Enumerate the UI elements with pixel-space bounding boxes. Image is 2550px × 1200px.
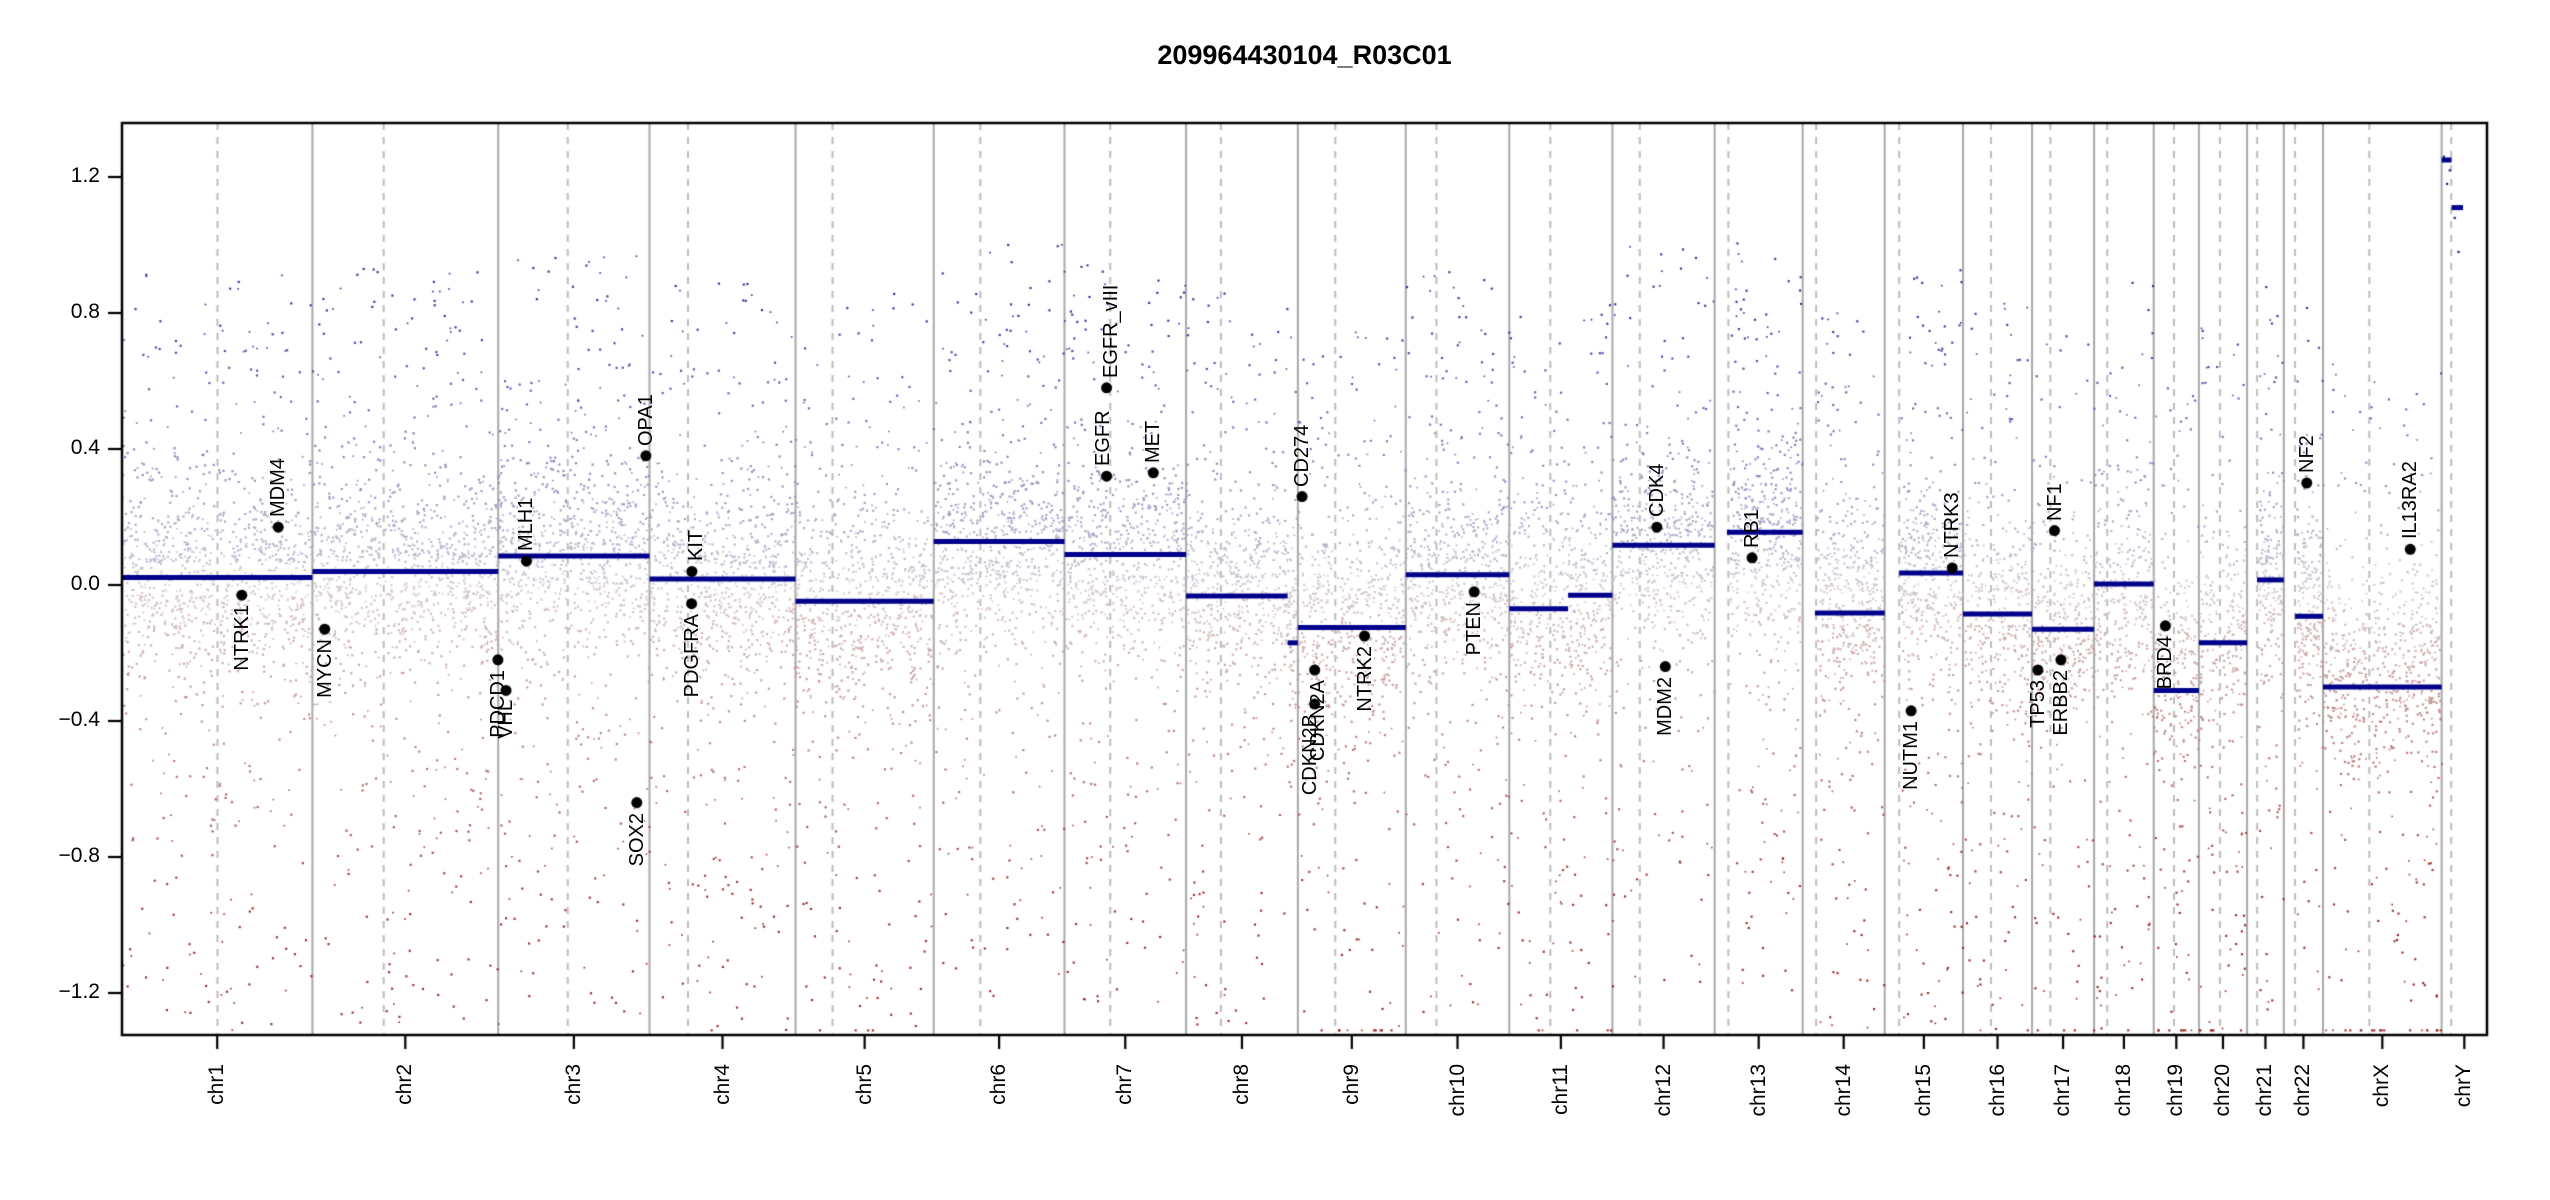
gene-label-PTEN: PTEN [1463, 601, 1486, 656]
x-axis-label-chr4: chr4 [710, 1064, 734, 1105]
x-axis-label-chr16: chr16 [1985, 1064, 2009, 1117]
x-axis-label-chr20: chr20 [2210, 1064, 2234, 1117]
gene-label-MDM4: MDM4 [267, 458, 290, 518]
y-tick-label-0.8: 0.8 [70, 300, 100, 323]
y-tick-label-0.4: 0.4 [70, 436, 100, 459]
gene-label-NTRK3: NTRK3 [1941, 492, 1964, 558]
x-axis-label-chr6: chr6 [987, 1064, 1011, 1105]
gene-label-CD274: CD274 [1291, 424, 1314, 487]
x-axis-label-chr18: chr18 [2111, 1064, 2135, 1117]
gene-label-NTRK1: NTRK1 [230, 605, 253, 671]
x-axis-label-chr15: chr15 [1911, 1064, 1935, 1117]
x-axis-label-chr19: chr19 [2164, 1064, 2188, 1117]
x-axis-label-chr22: chr22 [2291, 1064, 2315, 1117]
gene-label-EGFR: EGFR [1091, 410, 1114, 467]
x-axis-label-chr5: chr5 [852, 1064, 876, 1105]
x-axis-label-chr21: chr21 [2253, 1064, 2277, 1117]
y-tick-label-1.2: 1.2 [70, 164, 100, 187]
x-axis-label-chr1: chr1 [205, 1064, 229, 1105]
gene-label-SOX2: SOX2 [625, 812, 648, 866]
x-axis-label-chr9: chr9 [1339, 1064, 1363, 1105]
gene-label-NUTM1: NUTM1 [1900, 720, 1923, 790]
y-tick-label-−1.2: −1.2 [58, 980, 100, 1003]
x-axis-label-chr12: chr12 [1651, 1064, 1675, 1117]
y-tick-label-0.0: 0.0 [70, 572, 100, 595]
gene-label-TP53: TP53 [2026, 680, 2049, 728]
x-axis-label-chr7: chr7 [1113, 1064, 1137, 1105]
x-axis-label-chr10: chr10 [1445, 1064, 1469, 1117]
gene-label-PDGFRA: PDGFRA [680, 613, 703, 698]
gene-label-BRD4: BRD4 [2154, 635, 2177, 690]
x-axis-label-chr14: chr14 [1831, 1064, 1855, 1117]
gene-label-CDK4: CDK4 [1645, 463, 1668, 518]
gene-label-NTRK2: NTRK2 [1353, 646, 1376, 712]
gene-label-OPA1: OPA1 [634, 393, 657, 446]
x-axis-label-chr13: chr13 [1746, 1064, 1770, 1117]
gene-label-NF2: NF2 [2295, 435, 2318, 473]
gene-label-NF1: NF1 [2043, 482, 2066, 521]
x-axis-label-chr3: chr3 [561, 1064, 585, 1105]
x-axis-label-chr11: chr11 [1548, 1064, 1572, 1115]
gene-label-ERBB2: ERBB2 [2049, 669, 2072, 736]
gene-label-MLH1: MLH1 [515, 497, 538, 552]
gene-label-MET: MET [1142, 420, 1165, 463]
gene-label-KIT: KIT [684, 530, 707, 562]
x-axis-label-chrY: chrY [2452, 1064, 2476, 1108]
gene-label-IL13RA2: IL13RA2 [2399, 461, 2422, 540]
gene-label-VHL: VHL [495, 700, 517, 740]
x-axis-label-chr2: chr2 [393, 1064, 417, 1105]
plot-title: 209964430104_R03C01 [1157, 40, 1452, 70]
gene-label-MDM2: MDM2 [1654, 676, 1677, 736]
y-tick-label-−0.4: −0.4 [58, 708, 100, 731]
x-axis-label-chr8: chr8 [1229, 1064, 1253, 1105]
x-axis-label-chrX: chrX [2370, 1064, 2394, 1108]
gene-label-MYCN: MYCN [313, 639, 336, 699]
y-tick-label-−0.8: −0.8 [58, 844, 100, 867]
gene-label-RB1: RB1 [1741, 508, 1764, 548]
x-axis-label-chr17: chr17 [2051, 1064, 2075, 1117]
gene-label-EGFR_vIII: EGFR_vIII [1099, 284, 1122, 378]
gene-label-CDKN2B: CDKN2B [1298, 714, 1321, 796]
